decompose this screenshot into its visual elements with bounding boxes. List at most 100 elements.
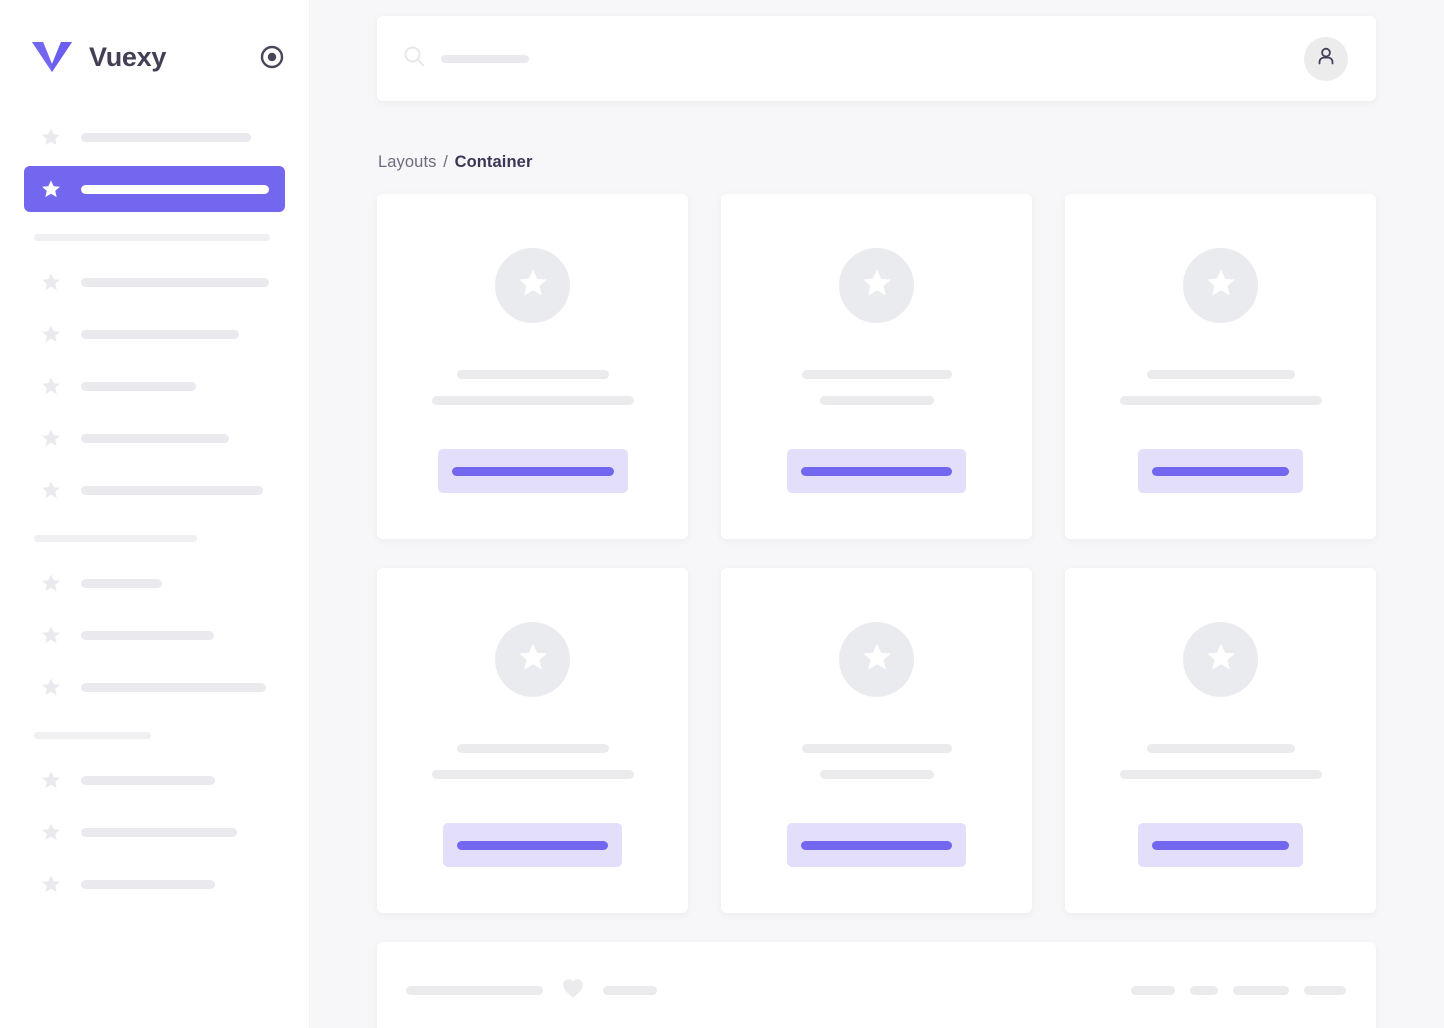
card-avatar [495, 622, 570, 697]
search-input[interactable] [403, 45, 1304, 72]
sidebar-item-12[interactable] [24, 861, 285, 907]
card-title-bar [1146, 370, 1295, 379]
card-subtitle-bar [1119, 396, 1322, 405]
sidebar-item-11[interactable] [24, 809, 285, 855]
sidebar-header: Vuexy [0, 0, 309, 114]
card-action-button[interactable] [787, 449, 966, 493]
sidebar: Vuexy [0, 0, 310, 1028]
content-card [377, 194, 688, 539]
main-content: Layouts / Container [310, 0, 1444, 1028]
sidebar-item-label-bar [81, 277, 269, 287]
star-icon [40, 572, 62, 594]
star-icon [1204, 640, 1238, 679]
sidebar-section-divider [34, 732, 151, 739]
sidebar-section-divider [34, 535, 197, 542]
card-action-button[interactable] [1138, 823, 1303, 867]
star-icon [40, 126, 62, 148]
sidebar-item-label-bar [81, 775, 215, 785]
card-action-label-bar [801, 466, 952, 476]
sidebar-item-5[interactable] [24, 415, 285, 461]
brand-name: Vuexy [89, 41, 167, 72]
sidebar-item-3[interactable] [24, 311, 285, 357]
footer-bar [1190, 985, 1218, 995]
card-action-label-bar [1152, 466, 1289, 476]
sidebar-item-2[interactable] [24, 259, 285, 305]
card-title-bar [456, 370, 609, 379]
card-avatar [1183, 248, 1258, 323]
avatar[interactable] [1304, 36, 1348, 81]
sidebar-item-10[interactable] [24, 757, 285, 803]
card-action-button[interactable] [437, 449, 628, 493]
brand[interactable]: Vuexy [30, 40, 259, 74]
circle-dot-icon[interactable] [259, 44, 285, 70]
card-avatar [839, 622, 914, 697]
star-icon [40, 375, 62, 397]
sidebar-item-1[interactable] [24, 166, 285, 212]
sidebar-item-6[interactable] [24, 467, 285, 513]
search-placeholder-bar [441, 54, 529, 63]
card-title-bar [801, 370, 952, 379]
card-action-label-bar [1152, 840, 1289, 850]
card-avatar [1183, 622, 1258, 697]
breadcrumb: Layouts / Container [378, 153, 1376, 172]
topbar [377, 16, 1376, 101]
content-card [721, 568, 1032, 913]
sidebar-item-9[interactable] [24, 664, 285, 710]
sidebar-item-8[interactable] [24, 612, 285, 658]
star-icon [516, 640, 550, 679]
breadcrumb-current: Container [454, 153, 533, 171]
star-icon [40, 427, 62, 449]
footer-bar [1304, 985, 1346, 995]
card-subtitle-bar [819, 770, 934, 779]
heart-icon[interactable] [560, 975, 586, 1006]
content-card [377, 568, 688, 913]
card-title-bar [1146, 744, 1295, 753]
star-icon [40, 873, 62, 895]
card-action-button[interactable] [787, 823, 966, 867]
search-icon [403, 45, 425, 72]
star-icon [516, 266, 550, 305]
sidebar-item-label-bar [81, 132, 251, 142]
card-subtitle-bar [819, 396, 934, 405]
user-icon [1315, 45, 1337, 72]
footer-left-group [406, 975, 657, 1006]
content-card [1065, 568, 1376, 913]
card-title-bar [801, 744, 952, 753]
card-action-label-bar [457, 840, 608, 850]
breadcrumb-separator: / [443, 153, 448, 171]
card-action-button[interactable] [1138, 449, 1303, 493]
breadcrumb-parent[interactable]: Layouts [378, 153, 437, 171]
card-action-button[interactable] [443, 823, 622, 867]
card-subtitle-bar [431, 396, 634, 405]
sidebar-item-label-bar [81, 381, 196, 391]
sidebar-item-label-bar [81, 485, 263, 495]
footer-right-group [1131, 985, 1346, 995]
content-card [721, 194, 1032, 539]
sidebar-item-0[interactable] [24, 114, 285, 160]
sidebar-item-label-bar [81, 184, 269, 194]
star-icon [40, 271, 62, 293]
footer-bar [1131, 985, 1175, 995]
card-subtitle-bar [1119, 770, 1322, 779]
card-action-label-bar [801, 840, 952, 850]
card-action-label-bar [451, 466, 614, 476]
sidebar-item-7[interactable] [24, 560, 285, 606]
sidebar-section-divider [34, 234, 270, 241]
sidebar-item-label-bar [81, 630, 214, 640]
star-icon [40, 676, 62, 698]
vuexy-logo-icon [30, 40, 74, 74]
footer-bar [603, 985, 657, 995]
star-icon [40, 624, 62, 646]
star-icon [860, 266, 894, 305]
sidebar-item-label-bar [81, 827, 237, 837]
card-avatar [495, 248, 570, 323]
footer-bar [1233, 985, 1289, 995]
card-grid [377, 194, 1376, 913]
sidebar-item-label-bar [81, 578, 162, 588]
card-title-bar [456, 744, 609, 753]
sidebar-item-label-bar [81, 682, 266, 692]
sidebar-item-label-bar [81, 879, 215, 889]
sidebar-item-label-bar [81, 433, 229, 443]
sidebar-item-4[interactable] [24, 363, 285, 409]
